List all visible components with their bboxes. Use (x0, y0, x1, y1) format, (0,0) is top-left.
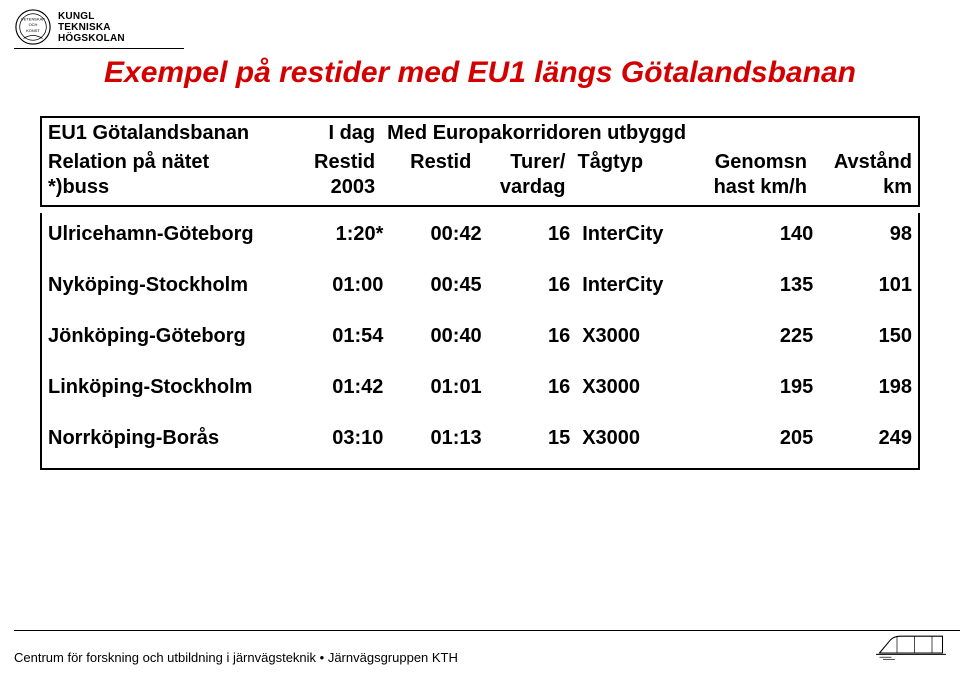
th-restid2: Restid (381, 147, 477, 176)
cell-tagtyp: X3000 (576, 417, 704, 450)
cell-restid2003: 1:20* (295, 213, 389, 246)
cell-tagtyp: X3000 (576, 366, 704, 399)
table-row: Norrköping-Borås03:1001:1315X3000205249 (41, 417, 919, 450)
kth-logo: VETENSKAP OCH KONST KUNGL TEKNISKA HÖGSK… (14, 8, 125, 46)
spacer-row (41, 399, 919, 417)
cell-hast: 135 (704, 264, 819, 297)
cell-hast: 195 (704, 366, 819, 399)
spacer-row (41, 246, 919, 264)
cell-relation: Linköping-Stockholm (41, 366, 295, 399)
cell-restid: 00:40 (389, 315, 487, 348)
th-buss: *)buss (41, 176, 288, 206)
cell-tagtyp: X3000 (576, 315, 704, 348)
logo-underline (14, 48, 184, 49)
table-row: Linköping-Stockholm01:4201:0116X30001951… (41, 366, 919, 399)
cell-relation: Jönköping-Göteborg (41, 315, 295, 348)
th-km: km (813, 176, 919, 206)
cell-avstand: 198 (819, 366, 919, 399)
svg-text:VETENSKAP: VETENSKAP (21, 16, 45, 21)
cell-hast: 205 (704, 417, 819, 450)
slide-footer: Centrum för forskning och utbildning i j… (14, 632, 946, 665)
footer-text: Centrum för forskning och utbildning i j… (14, 650, 458, 665)
th-2003: 2003 (288, 176, 381, 206)
cell-restid: 01:01 (389, 366, 487, 399)
th-avstand: Avstånd (813, 147, 919, 176)
kth-emblem-icon: VETENSKAP OCH KONST (14, 8, 52, 46)
slide-title: Exempel på restider med EU1 längs Götala… (0, 56, 960, 90)
svg-text:KONST: KONST (26, 28, 40, 33)
th-blank (381, 176, 477, 206)
cell-turer: 16 (488, 366, 577, 399)
cell-turer: 16 (488, 213, 577, 246)
cell-avstand: 249 (819, 417, 919, 450)
th-relation2: Relation på nätet (41, 147, 288, 176)
th-restid: Restid (288, 147, 381, 176)
table-row: Jönköping-Göteborg01:5400:4016X300022515… (41, 315, 919, 348)
th-hast: hast km/h (689, 176, 812, 206)
spacer-row (41, 348, 919, 366)
cell-relation: Ulricehamn-Göteborg (41, 213, 295, 246)
cell-turer: 16 (488, 315, 577, 348)
spacer-row (41, 297, 919, 315)
cell-restid2003: 01:00 (295, 264, 389, 297)
th-med-eu-utbyggd: Med Europakorridoren utbyggd (381, 117, 919, 147)
cell-turer: 15 (488, 417, 577, 450)
table-header: EU1 Götalandsbanan I dag Med Europakorri… (41, 117, 919, 206)
cell-relation: Nyköping-Stockholm (41, 264, 295, 297)
cell-restid: 01:13 (389, 417, 487, 450)
kth-text-line: KUNGL (58, 11, 125, 22)
kth-text: KUNGL TEKNISKA HÖGSKOLAN (58, 11, 125, 44)
table-row: Nyköping-Stockholm01:0000:4516InterCity1… (41, 264, 919, 297)
svg-text:OCH: OCH (29, 22, 38, 27)
spacer-row (41, 450, 919, 469)
travel-times-table: EU1 Götalandsbanan I dag Med Europakorri… (40, 116, 920, 470)
table-row: Ulricehamn-Göteborg1:20*00:4216InterCity… (41, 213, 919, 246)
cell-relation: Norrköping-Borås (41, 417, 295, 450)
kth-text-line: HÖGSKOLAN (58, 33, 125, 44)
cell-hast: 140 (704, 213, 819, 246)
th-tagtyp: Tågtyp (571, 147, 689, 176)
kth-text-line: TEKNISKA (58, 22, 125, 33)
cell-tagtyp: InterCity (576, 213, 704, 246)
th-turer: Turer/ (477, 147, 571, 176)
cell-avstand: 98 (819, 213, 919, 246)
train-icon (876, 632, 946, 665)
cell-restid: 00:42 (389, 213, 487, 246)
cell-hast: 225 (704, 315, 819, 348)
th-idag: I dag (288, 117, 381, 147)
cell-restid2003: 01:42 (295, 366, 389, 399)
cell-avstand: 101 (819, 264, 919, 297)
cell-restid2003: 01:54 (295, 315, 389, 348)
footer-divider (14, 630, 960, 631)
table-body: Ulricehamn-Göteborg1:20*00:4216InterCity… (41, 213, 919, 469)
th-relation: EU1 Götalandsbanan (41, 117, 288, 147)
cell-turer: 16 (488, 264, 577, 297)
cell-tagtyp: InterCity (576, 264, 704, 297)
th-genomsn: Genomsn (689, 147, 812, 176)
cell-restid: 00:45 (389, 264, 487, 297)
th-blank2 (571, 176, 689, 206)
cell-avstand: 150 (819, 315, 919, 348)
th-vardag: vardag (477, 176, 571, 206)
cell-restid2003: 03:10 (295, 417, 389, 450)
